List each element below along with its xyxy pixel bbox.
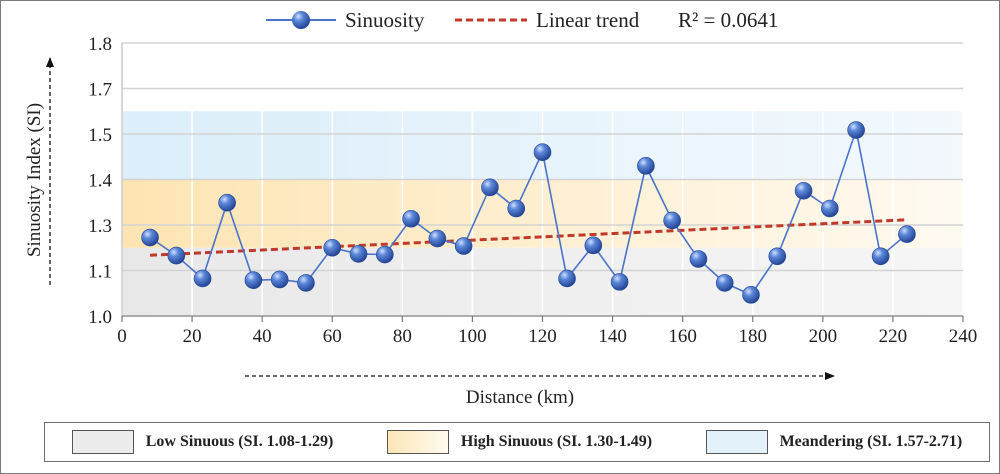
y-axis-title: Sinuosity Index (SI) [24,103,45,257]
sinuosity-point [637,157,655,175]
linear-trend-line [149,218,908,257]
x-tick-label: 220 [879,326,908,347]
y-tick-label: 1.1 [88,262,112,283]
sinuosity-point [193,269,212,288]
x-tick-label: 60 [323,326,342,347]
sinuosity-point [270,270,289,289]
sinuosity-point [871,247,890,266]
sinuosity-chart: 0 20 40 60 80 100 120 140 160 180 200 220 240 1.0 1.1 1… [24,8,978,408]
sinuosity-point [376,245,394,264]
sinuosity-point [742,286,760,304]
y-tick-label: 1.7 [88,80,112,101]
x-tick-label: 80 [393,326,412,347]
x-tick-label: 180 [739,326,768,347]
sinuosity-point [402,209,420,228]
sinuosity-point [610,273,629,291]
sinuosity-point [689,250,708,268]
x-tick-label: 140 [598,326,627,347]
x-tick-label: 20 [183,326,202,347]
sinuosity-point [481,178,499,197]
sinuosity-point [507,199,526,218]
y-tick-label: 1.8 [88,34,112,55]
sinuosity-point [715,274,734,292]
sinuosity-point [244,271,263,289]
sinuosity-point [454,237,473,255]
x-tick-label: 40 [253,326,272,347]
legend-series-marker [292,11,310,29]
sinuosity-point [794,181,813,200]
sinuosity-point [768,247,787,266]
zone-legend-meandering: Meandering (SI. 1.57-2.71) [705,430,963,454]
x-axis-title: Distance (km) [466,387,574,408]
x-tick-label: 200 [809,326,838,347]
sinuosity-point [584,236,603,255]
x-tick-label: 0 [117,326,127,347]
high-sinuous-swatch [386,430,449,454]
low-sinuous-swatch [71,430,134,454]
y-tick-label: 1.0 [88,307,112,328]
zone-legend-high: High Sinuous (SI. 1.30-1.49) [386,430,653,454]
sinuosity-point [663,211,681,230]
sinuosity-point [847,121,865,139]
meandering-swatch [705,430,768,454]
y-tick-label: 1.5 [88,125,112,146]
meandering-label: Meandering (SI. 1.57-2.71) [779,433,963,450]
zone-legend-low: Low Sinuous (SI. 1.08-1.29) [71,430,334,454]
x-tick-label: 100 [458,326,487,347]
sinuosity-point [558,269,576,288]
sinuosity-point [167,246,186,265]
y-tick-label: 1.4 [88,171,112,192]
sinuosity-point [323,238,342,257]
sinuosity-point [533,143,552,161]
x-tick-label: 240 [949,326,978,347]
sinuosity-point [898,225,916,243]
x-tick-label: 160 [668,326,697,347]
legend-r2-label: R² = 0.0641 [678,8,778,32]
x-tick-label: 120 [528,326,557,347]
sinuosity-point [821,199,839,218]
sinuosity-point [297,274,315,292]
low-sinuous-label: Low Sinuous (SI. 1.08-1.29) [145,433,334,450]
sinuosity-point [218,193,236,212]
zone-legend: Low Sinuous (SI. 1.08-1.29) High Sinuous… [44,422,990,462]
y-tick-label: 1.3 [88,216,112,237]
legend-trend-label: Linear trend [536,8,640,32]
sinuosity-point [349,245,368,263]
top-legend: Sinuosity Linear trend R² = 0.0641 [266,8,778,32]
high-sinuous-label: High Sinuous (SI. 1.30-1.49) [460,433,653,450]
sinuosity-point [141,228,159,247]
legend-series-label: Sinuosity [345,8,425,32]
sinuosity-point [428,229,447,248]
